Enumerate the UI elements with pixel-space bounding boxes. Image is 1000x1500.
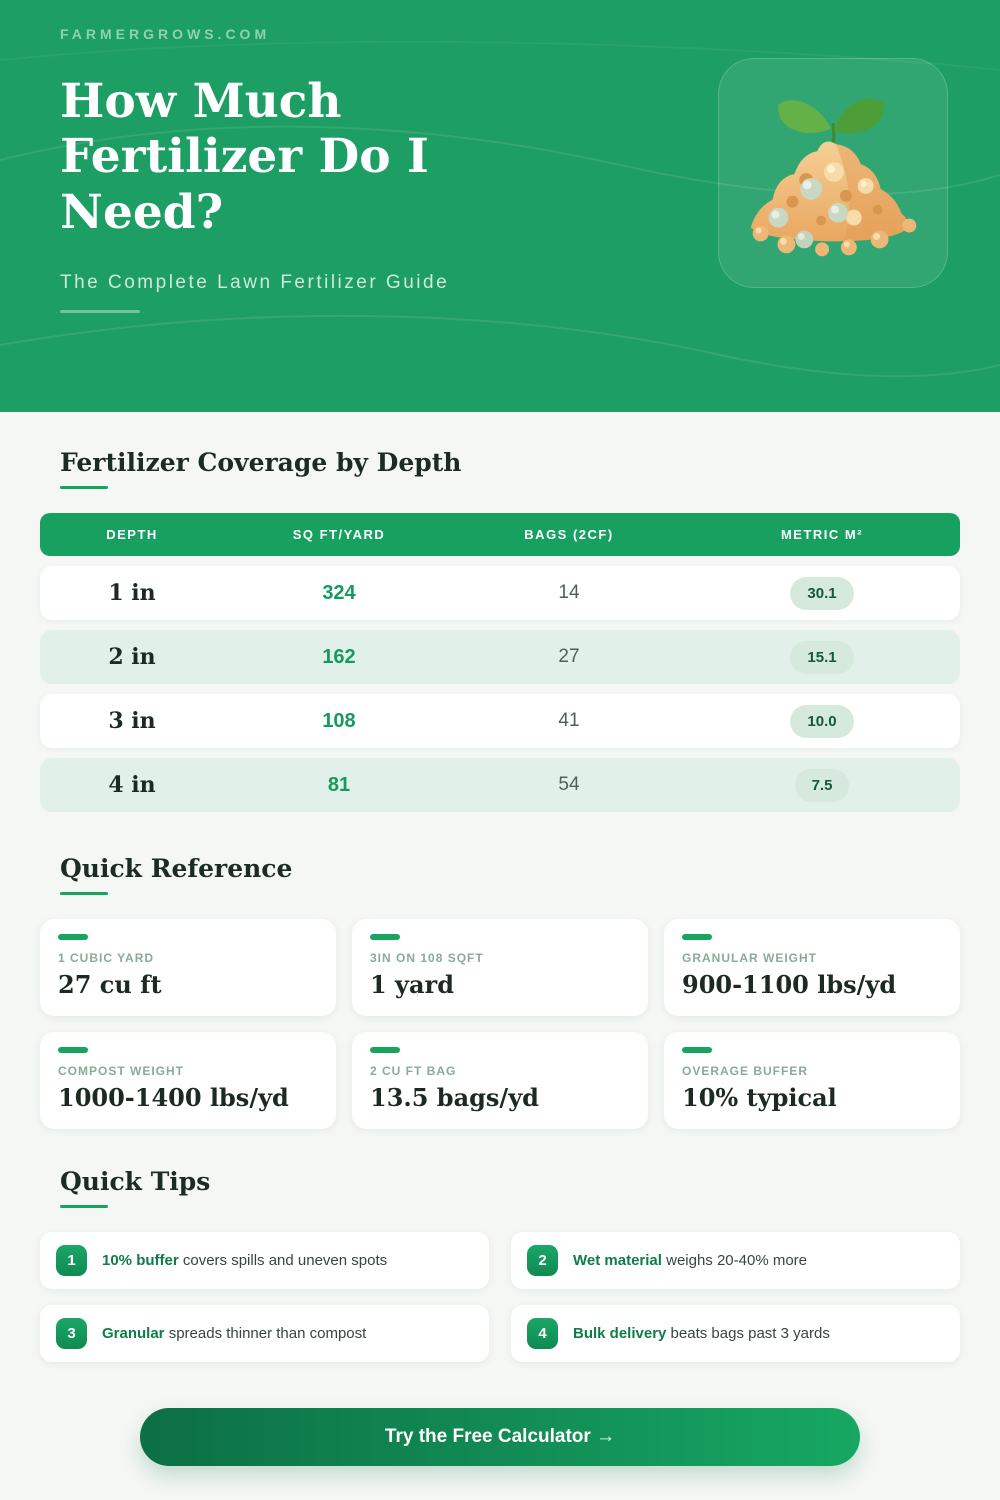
quick-tips-title: Quick Tips xyxy=(60,1167,211,1196)
reference-card: GRANULAR WEIGHT 900-1100 lbs/yd xyxy=(664,919,960,1016)
tip-rest: spreads thinner than compost xyxy=(164,1325,367,1342)
tip-text: 10% buffer covers spills and uneven spot… xyxy=(102,1252,387,1269)
fertilizer-pile-icon xyxy=(750,98,917,257)
metric-badge: 7.5 xyxy=(794,768,850,802)
column-header-bags: BAGS (2CF) xyxy=(524,527,614,542)
column-header-depth: DEPTH xyxy=(106,527,158,542)
cell-depth: 2 in xyxy=(108,644,156,670)
reference-card: OVERAGE BUFFER 10% typical xyxy=(664,1032,960,1129)
reference-card: 2 CU FT BAG 13.5 bags/yd xyxy=(352,1032,648,1129)
brand: FARMERGROWS.COM xyxy=(60,26,271,42)
tip-card: 2 Wet material weighs 20-40% more xyxy=(511,1232,960,1289)
cell-bags: 41 xyxy=(558,710,580,731)
quick-reference-title: Quick Reference xyxy=(60,854,293,883)
coverage-section: Fertilizer Coverage by Depth DEPTH SQ FT… xyxy=(40,448,960,812)
metric-badge: 30.1 xyxy=(790,576,854,610)
illustration-card xyxy=(718,58,948,288)
cell-bags: 14 xyxy=(558,582,580,603)
card-label: COMPOST WEIGHT xyxy=(58,1064,184,1078)
cell-depth: 3 in xyxy=(108,708,156,734)
column-header-metric: METRIC M² xyxy=(780,527,864,542)
card-accent-dash xyxy=(370,934,400,940)
cell-bags: 27 xyxy=(558,646,580,667)
tip-card: 3 Granular spreads thinner than compost xyxy=(40,1305,489,1362)
card-accent-dash xyxy=(58,1047,88,1053)
tip-text: Wet material weighs 20-40% more xyxy=(573,1252,807,1269)
tip-rest: beats bags past 3 yards xyxy=(666,1325,830,1342)
card-label: 2 CU FT BAG xyxy=(370,1064,457,1078)
page-subtitle: The Complete Lawn Fertilizer Guide xyxy=(60,272,450,294)
card-label: 3IN ON 108 SQFT xyxy=(370,951,484,965)
title-underline xyxy=(60,892,108,895)
quick-reference-section: Quick Reference 1 CUBIC YARD 27 cu ft 3I… xyxy=(40,854,960,1129)
free-calculator-cta-button[interactable]: Try the Free Calculator → xyxy=(140,1408,860,1466)
cell-sqft: 81 xyxy=(327,773,351,796)
main-content: Fertilizer Coverage by Depth DEPTH SQ FT… xyxy=(0,448,1000,1466)
card-accent-dash xyxy=(370,1047,400,1053)
metric-badge: 15.1 xyxy=(790,640,854,674)
tip-text: Bulk delivery beats bags past 3 yards xyxy=(573,1325,830,1342)
tips-grid: 1 10% buffer covers spills and uneven sp… xyxy=(40,1232,960,1362)
coverage-section-title: Fertilizer Coverage by Depth xyxy=(60,448,462,477)
tip-number-badge: 3 xyxy=(56,1318,87,1349)
tip-rest: weighs 20-40% more xyxy=(661,1252,808,1269)
card-value: 27 cu ft xyxy=(58,970,162,999)
quick-tips-section: Quick Tips 1 10% buffer covers spills an… xyxy=(40,1167,960,1362)
card-value: 1 yard xyxy=(370,970,454,999)
card-label: OVERAGE BUFFER xyxy=(682,1064,809,1078)
card-accent-dash xyxy=(58,934,88,940)
cell-depth: 4 in xyxy=(108,772,156,798)
tip-text: Granular spreads thinner than compost xyxy=(102,1325,366,1342)
tip-lead: Wet material xyxy=(573,1252,662,1269)
tip-lead: Granular xyxy=(102,1325,165,1342)
table-row: 1 in 324 14 30.1 xyxy=(40,566,960,620)
cell-sqft: 324 xyxy=(322,581,356,604)
tip-card: 4 Bulk delivery beats bags past 3 yards xyxy=(511,1305,960,1362)
tip-number-badge: 1 xyxy=(56,1245,87,1276)
table-header-row: DEPTH SQ FT/YARD BAGS (2CF) METRIC M² xyxy=(40,513,960,556)
reference-card: 3IN ON 108 SQFT 1 yard xyxy=(352,919,648,1016)
cell-bags: 54 xyxy=(558,774,580,795)
metric-badge: 10.0 xyxy=(790,704,854,738)
tip-card: 1 10% buffer covers spills and uneven sp… xyxy=(40,1232,489,1289)
subtitle-underline xyxy=(60,310,140,314)
coverage-table: DEPTH SQ FT/YARD BAGS (2CF) METRIC M² 1 … xyxy=(40,513,960,812)
card-value: 900-1100 lbs/yd xyxy=(682,970,897,999)
reference-card-grid: 1 CUBIC YARD 27 cu ft 3IN ON 108 SQFT 1 … xyxy=(40,919,960,1129)
tip-lead: 10% buffer xyxy=(102,1252,179,1269)
card-value: 1000-1400 lbs/yd xyxy=(58,1083,289,1112)
title-underline xyxy=(60,1205,108,1208)
title-underline xyxy=(60,486,108,489)
table-row: 2 in 162 27 15.1 xyxy=(40,630,960,684)
table-row: 3 in 108 41 10.0 xyxy=(40,694,960,748)
cell-depth: 1 in xyxy=(108,580,156,606)
tip-number-badge: 2 xyxy=(527,1245,558,1276)
card-accent-dash xyxy=(682,1047,712,1053)
hero-header: FARMERGROWS.COM How Much Fertilizer Do I… xyxy=(0,0,1000,412)
cell-sqft: 162 xyxy=(322,645,356,668)
cell-sqft: 108 xyxy=(322,709,356,732)
page-title: How Much Fertilizer Do I Need? xyxy=(60,74,429,240)
tip-number-badge: 4 xyxy=(527,1318,558,1349)
tip-rest: covers spills and uneven spots xyxy=(178,1252,388,1269)
card-value: 10% typical xyxy=(682,1083,837,1112)
table-row: 4 in 81 54 7.5 xyxy=(40,758,960,812)
reference-card: 1 CUBIC YARD 27 cu ft xyxy=(40,919,336,1016)
reference-card: COMPOST WEIGHT 1000-1400 lbs/yd xyxy=(40,1032,336,1129)
card-value: 13.5 bags/yd xyxy=(370,1083,539,1112)
card-label: GRANULAR WEIGHT xyxy=(682,951,817,965)
tip-lead: Bulk delivery xyxy=(573,1325,667,1342)
column-header-sqft: SQ FT/YARD xyxy=(292,527,386,542)
card-label: 1 CUBIC YARD xyxy=(58,951,155,965)
card-accent-dash xyxy=(682,934,712,940)
